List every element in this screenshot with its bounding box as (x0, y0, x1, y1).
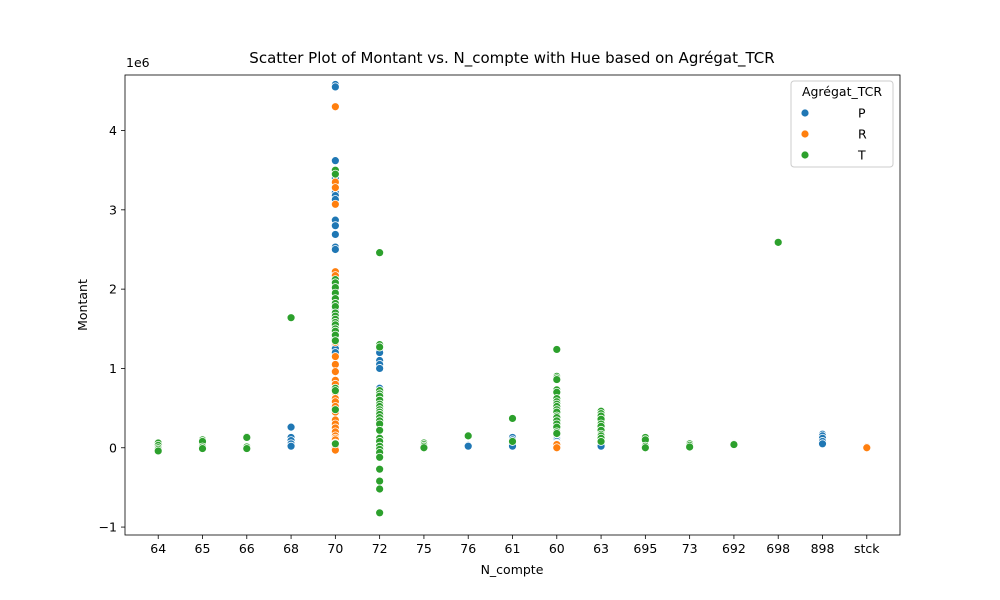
x-tick-label: 695 (633, 541, 657, 556)
x-tick-label: 72 (372, 541, 388, 556)
y-tick-label: −1 (99, 520, 117, 535)
data-point-r (862, 443, 872, 453)
x-tick-label: 76 (460, 541, 476, 556)
data-point-t (375, 476, 385, 486)
data-point-t (375, 508, 385, 518)
x-axis-label: N_compte (481, 562, 544, 577)
data-point-t (375, 452, 385, 462)
data-point-p (330, 245, 340, 254)
data-point-t (330, 439, 340, 449)
x-axis: 64 65 66 68 70 72 75 76 61 60 63 695 73 692 698 898 stck (150, 535, 880, 556)
data-point-r (552, 443, 562, 453)
x-tick-label: 61 (505, 541, 521, 556)
data-point-t (640, 443, 650, 453)
x-tick-label: 70 (327, 541, 343, 556)
data-point-t (375, 425, 385, 435)
x-tick-label: 63 (593, 541, 609, 556)
y-tick-label: 1 (109, 361, 117, 376)
data-point-t (330, 336, 340, 346)
legend-title: Agrégat_TCR (802, 84, 882, 99)
data-point-t (773, 237, 783, 247)
data-point-t (375, 484, 385, 494)
data-point-p (330, 82, 340, 92)
data-point-p (286, 422, 296, 432)
chart-title: Scatter Plot of Montant vs. N_compte wit… (249, 49, 774, 68)
data-point-t (330, 405, 340, 415)
data-point-t (552, 429, 562, 438)
data-point-t (242, 433, 252, 442)
data-point-t (153, 446, 163, 456)
x-tick-label: 73 (682, 541, 698, 556)
x-tick-label: 898 (811, 541, 835, 556)
points-layer (153, 80, 872, 518)
x-tick-label: 64 (150, 541, 166, 556)
legend-label-p: P (858, 106, 866, 121)
legend: Agrégat_TCR PRT (790, 80, 894, 168)
data-point-t (375, 464, 385, 474)
data-point-t (685, 442, 695, 452)
data-point-t (198, 444, 207, 453)
data-point-t (242, 444, 252, 453)
data-point-p (818, 439, 827, 449)
data-point-r (330, 352, 340, 361)
legend-marker-r (800, 129, 810, 139)
data-point-p (463, 441, 473, 451)
data-point-t (508, 414, 517, 423)
y-tick-label: 3 (109, 202, 117, 217)
data-point-t (552, 375, 562, 384)
data-point-p (286, 441, 296, 451)
data-point-t (508, 437, 517, 446)
data-point-p (330, 230, 340, 239)
legend-marker-t (800, 150, 810, 160)
data-point-t (375, 342, 385, 352)
y-tick-label: 4 (109, 123, 117, 138)
legend-label-t: T (857, 148, 866, 163)
data-point-r (330, 102, 340, 112)
data-point-t (286, 313, 296, 323)
x-tick-label: 75 (416, 541, 432, 556)
data-point-t (375, 248, 385, 258)
data-point-t (330, 169, 340, 179)
x-tick-label: 66 (239, 541, 255, 556)
x-tick-label: 60 (549, 541, 565, 556)
y-scale-label: 1e6 (126, 55, 150, 70)
y-axis: −1 0 1 2 3 4 (99, 123, 125, 535)
data-point-t (552, 345, 562, 354)
x-tick-label: 65 (195, 541, 211, 556)
data-point-t (729, 440, 739, 449)
y-tick-label: 2 (109, 282, 117, 297)
data-point-t (463, 431, 473, 441)
y-tick-label: 0 (109, 440, 117, 455)
data-point-p (375, 364, 385, 373)
data-point-p (330, 156, 340, 166)
data-point-t (330, 386, 340, 396)
data-point-r (330, 183, 340, 193)
x-tick-label: 698 (766, 541, 790, 556)
legend-frame (790, 80, 894, 168)
data-point-t (419, 443, 429, 453)
y-axis-label: Montant (75, 279, 90, 331)
x-tick-label: 68 (283, 541, 299, 556)
data-point-r (330, 199, 340, 209)
legend-marker-p (800, 108, 810, 118)
x-tick-label: 692 (722, 541, 746, 556)
data-point-t (596, 437, 606, 446)
x-tick-label: stck (854, 541, 880, 556)
legend-label-r: R (858, 127, 867, 142)
data-point-r (330, 367, 340, 377)
data-point-p (330, 221, 340, 231)
